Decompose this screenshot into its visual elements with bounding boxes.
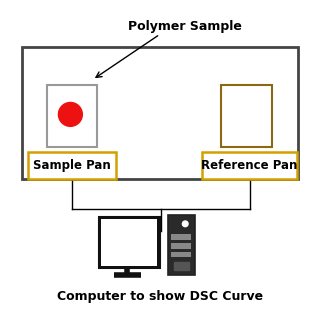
Text: Polymer Sample: Polymer Sample — [128, 20, 242, 33]
Bar — [171, 252, 191, 258]
Bar — [171, 234, 191, 240]
Bar — [203, 152, 297, 179]
Bar — [101, 219, 157, 266]
Bar — [22, 47, 298, 179]
Bar — [171, 243, 191, 249]
Bar — [168, 215, 195, 275]
Circle shape — [182, 221, 188, 227]
Text: Computer to show DSC Curve: Computer to show DSC Curve — [57, 290, 263, 303]
Bar — [28, 152, 116, 179]
Bar — [221, 84, 272, 148]
Text: Reference Pan: Reference Pan — [201, 159, 298, 172]
Bar — [173, 262, 189, 270]
Text: Sample Pan: Sample Pan — [33, 159, 111, 172]
Bar — [99, 217, 160, 268]
Circle shape — [59, 102, 82, 126]
Bar — [47, 84, 97, 148]
